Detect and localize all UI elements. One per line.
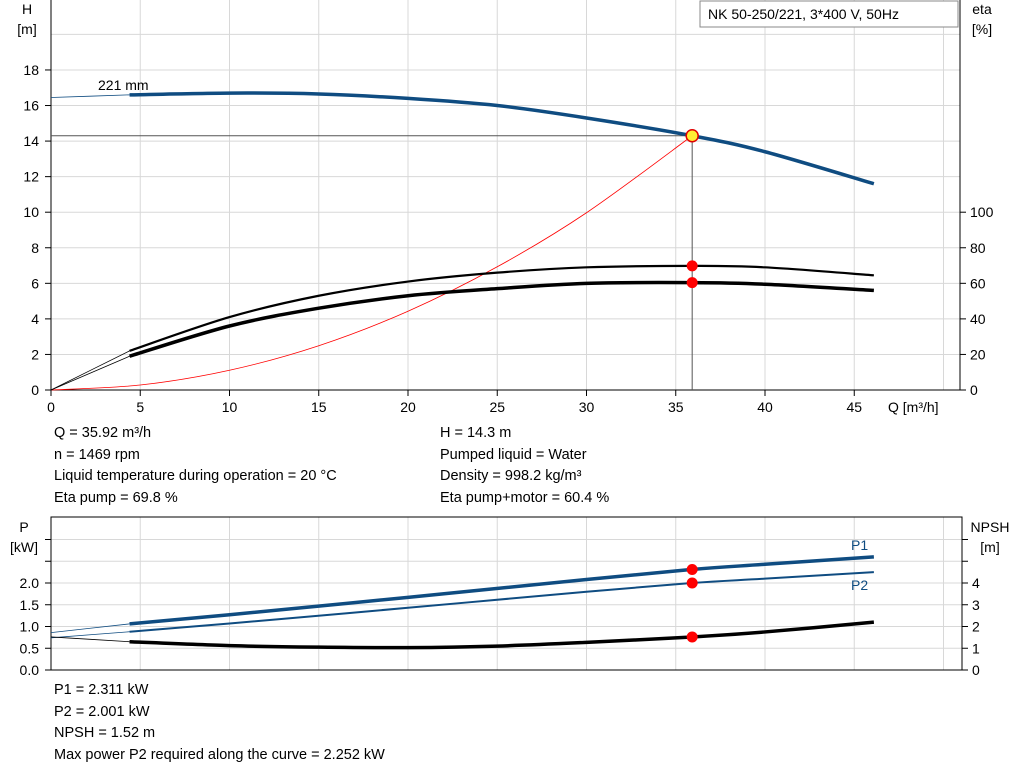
curve-label: 221 mm: [98, 77, 149, 93]
system-curve: [50, 135, 693, 391]
info-eta-pump-motor: Eta pump+motor = 60.4 %: [440, 489, 610, 506]
eta-tick-label: 100: [970, 204, 994, 220]
y-axis-label-left: [m]: [17, 21, 36, 37]
y-tick-label: 6: [31, 275, 39, 291]
x-tick-label: 20: [400, 399, 416, 415]
operating-point-p2: [686, 577, 698, 589]
info-p2: P2 = 2.001 kW: [54, 703, 150, 720]
p-tick-label: 0.0: [20, 662, 40, 678]
y-tick-label: 0: [31, 382, 39, 398]
p-tick-label: 1.0: [20, 619, 40, 635]
title-box-text: NK 50-250/221, 3*400 V, 50Hz: [708, 6, 899, 22]
eta-tick-label: 40: [970, 311, 986, 327]
y-axis-label-left: H: [22, 1, 32, 17]
info-p1: P1 = 2.311 kW: [54, 682, 149, 698]
y-axis-label-right: [%]: [972, 21, 992, 37]
npsh-curve-extrapolated: [50, 636, 130, 643]
info-density: Density = 998.2 kg/m³: [440, 468, 582, 484]
info-bottom: P1 = 2.311 kW P2 = 2.001 kW NPSH = 1.52 …: [54, 680, 385, 766]
eta-pump-curve: [129, 264, 874, 352]
eta-pump-motor-curve: [129, 280, 874, 358]
eta-tick-label: 20: [970, 346, 986, 362]
p1-label: P1: [851, 537, 868, 553]
y-tick-label: 12: [23, 169, 39, 185]
power-plot-frame: [50, 516, 963, 671]
npsh-axis-label: NPSH: [971, 519, 1010, 535]
p-axis-label: P: [19, 519, 28, 535]
y-axis-label-right: eta: [972, 1, 992, 17]
eta-tick-label: 0: [970, 382, 978, 398]
info-liquid: Pumped liquid = Water: [440, 446, 587, 463]
operating-point-eta-pump-motor: [686, 277, 698, 289]
eta-tick-label: 80: [970, 240, 986, 256]
info-max-power: Max power P2 required along the curve = …: [54, 746, 385, 763]
npsh-curve: [129, 620, 875, 650]
npsh-tick-label: 0: [972, 662, 980, 678]
x-tick-label: 40: [757, 399, 773, 415]
eta-pump-motor-curve-extrapolated: [50, 355, 130, 391]
x-tick-label: 15: [311, 399, 327, 415]
eta-pump-curve-extrapolated: [50, 350, 130, 391]
y-tick-label: 2: [31, 346, 39, 362]
y-tick-label: 4: [31, 311, 39, 327]
operating-point-head: [685, 128, 699, 143]
title-box: [699, 0, 959, 28]
p2-curve: [129, 571, 874, 633]
y-tick-label: 16: [23, 98, 39, 114]
p-axis-label: [kW]: [10, 539, 38, 555]
p-tick-label: 1.5: [20, 597, 40, 613]
npsh-tick-label: 1: [972, 640, 980, 656]
operating-point-eta-pump: [686, 260, 698, 272]
x-axis-label: Q [m³/h]: [888, 399, 939, 415]
p1-curve-extrapolated: [50, 623, 130, 633]
info-top-right: H = 14.3 m Pumped liquid = Water Density…: [440, 423, 609, 509]
info-eta-pump: Eta pump = 69.8 %: [54, 489, 178, 506]
npsh-axis-label: [m]: [980, 539, 999, 555]
x-tick-label: 30: [579, 399, 595, 415]
x-tick-label: 5: [136, 399, 144, 415]
y-tick-label: 14: [23, 133, 39, 149]
info-top-left: Q = 35.92 m³/h n = 1469 rpm Liquid tempe…: [54, 423, 337, 509]
x-tick-label: 10: [222, 399, 238, 415]
p1-curve: [129, 555, 875, 626]
npsh-tick-label: 2: [972, 619, 980, 635]
x-tick-label: 35: [668, 399, 684, 415]
p2-label: P2: [851, 577, 868, 593]
operating-point-npsh: [686, 631, 698, 643]
p-tick-label: 2.0: [20, 575, 40, 591]
info-head: H = 14.3 m: [440, 425, 512, 441]
info-npsh: NPSH = 1.52 m: [54, 725, 156, 741]
x-tick-label: 45: [846, 399, 862, 415]
y-tick-label: 18: [23, 62, 39, 78]
operating-point-p1: [686, 563, 698, 575]
info-temperature: Liquid temperature during operation = 20…: [54, 468, 337, 484]
head-curve: [129, 91, 875, 186]
eta-tick-label: 60: [970, 275, 986, 291]
y-tick-label: 8: [31, 240, 39, 256]
y-tick-label: 10: [23, 204, 39, 220]
info-speed: n = 1469 rpm: [54, 446, 140, 463]
head-curve-extrapolated: [50, 94, 130, 98]
npsh-tick-label: 3: [972, 597, 980, 613]
p2-curve-extrapolated: [50, 631, 130, 639]
info-flow: Q = 35.92 m³/h: [54, 425, 152, 441]
npsh-tick-label: 4: [972, 575, 980, 591]
x-tick-label: 0: [47, 399, 55, 415]
p-tick-label: 0.5: [20, 640, 40, 656]
x-tick-label: 25: [489, 399, 505, 415]
